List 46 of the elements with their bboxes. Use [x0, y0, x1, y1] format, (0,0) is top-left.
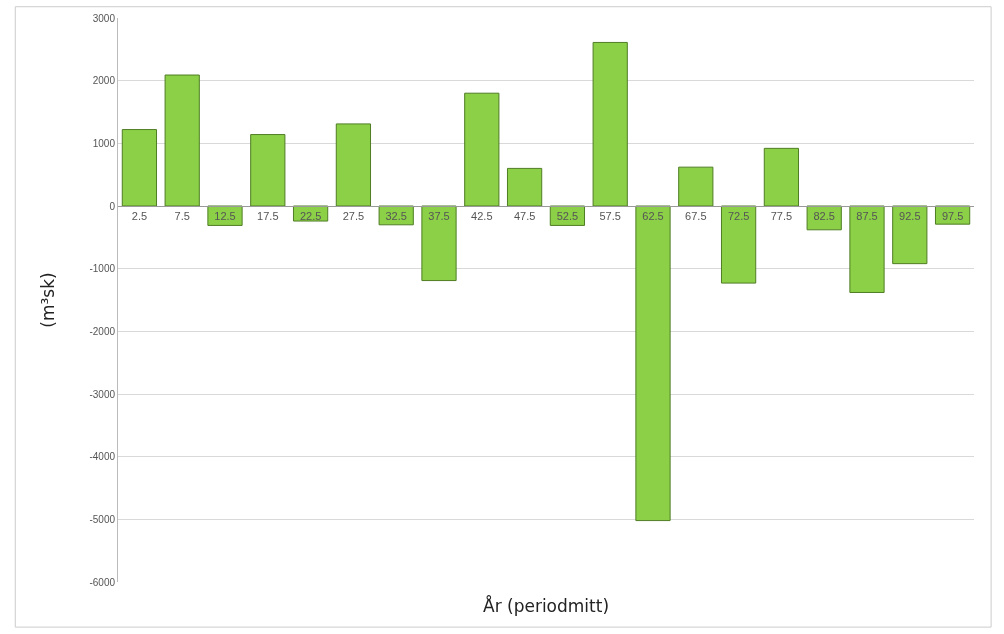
- y-tick-label: 2000: [92, 75, 116, 87]
- x-tick-label: 77.5: [770, 210, 793, 223]
- x-tick-label: 27.5: [342, 210, 365, 223]
- x-tick-label: 37.5: [428, 210, 450, 223]
- bar: [164, 74, 200, 207]
- x-tick-label: 82.5: [813, 210, 835, 223]
- bar: [421, 205, 457, 282]
- y-tick-label: -2000: [89, 325, 116, 337]
- x-tick-label: 2.5: [131, 210, 148, 223]
- bar: [121, 129, 158, 207]
- y-tick-label: -3000: [89, 388, 116, 400]
- y-tick-label: -1000: [89, 263, 116, 275]
- x-tick-label: 7.5: [174, 210, 190, 223]
- x-tick-label: 92.5: [899, 210, 921, 223]
- y-tick-label: 0: [109, 200, 116, 212]
- x-tick-label: 62.5: [642, 210, 664, 223]
- bar: [720, 205, 757, 284]
- bar: [250, 134, 286, 207]
- x-tick-label: 67.5: [685, 210, 707, 223]
- bar: [892, 205, 928, 265]
- bar: [635, 205, 671, 522]
- y-tick-label: -6000: [89, 576, 116, 588]
- bar: [592, 41, 628, 207]
- x-tick-label: 42.5: [471, 210, 493, 223]
- bar: [506, 167, 543, 207]
- y-tick-label: -4000: [89, 451, 116, 463]
- x-tick-label: 12.5: [214, 210, 236, 223]
- y-tick-label: -5000: [89, 513, 116, 525]
- x-tick-label: 52.5: [556, 210, 579, 223]
- x-tick-label: 72.5: [727, 210, 750, 223]
- bar: [763, 147, 800, 207]
- bar: [849, 205, 885, 293]
- x-tick-label: 57.5: [599, 210, 621, 223]
- x-tick-label: 47.5: [513, 210, 536, 223]
- y-tick-label: 1000: [92, 137, 116, 149]
- x-tick-label: 22.5: [299, 210, 322, 223]
- bar: [678, 166, 714, 207]
- bar: [464, 92, 500, 207]
- x-tick-label: 17.5: [257, 210, 279, 223]
- x-axis-title: År (periodmitt): [483, 595, 610, 616]
- x-tick-label: 87.5: [856, 210, 878, 223]
- y-tick-label: 3000: [92, 12, 116, 24]
- bar: [335, 123, 372, 207]
- x-tick-label: 32.5: [385, 210, 407, 223]
- y-axis-title: (m³sk): [37, 272, 58, 328]
- x-tick-label: 97.5: [941, 210, 964, 223]
